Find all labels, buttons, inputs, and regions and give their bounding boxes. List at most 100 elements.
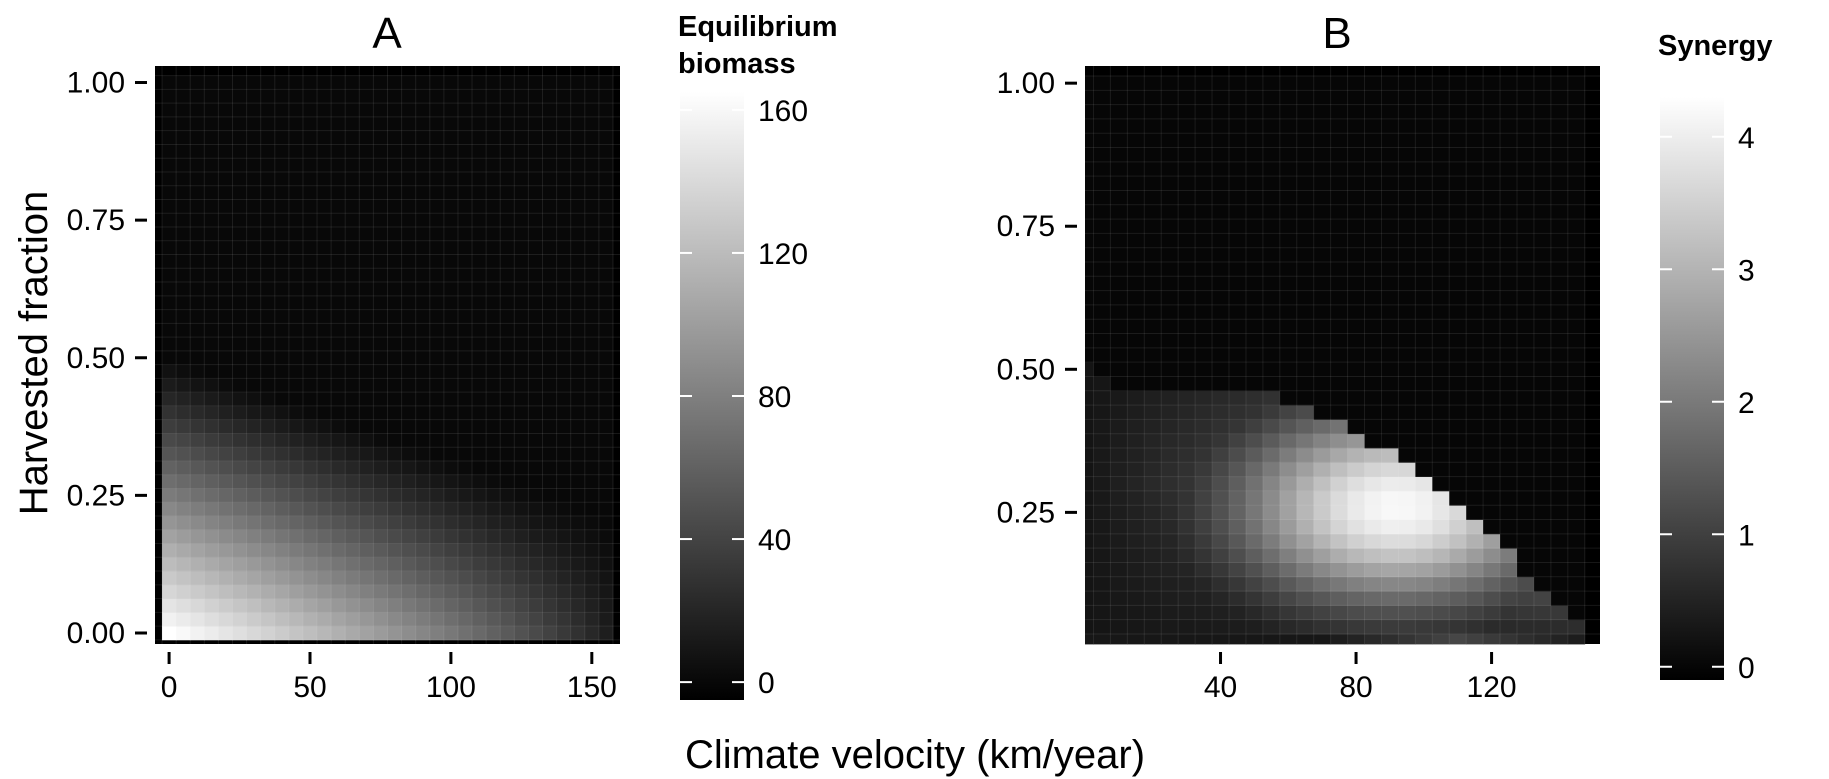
panel-b-cell bbox=[1516, 333, 1535, 349]
panel-a-cell bbox=[570, 323, 586, 338]
panel-a-cell bbox=[570, 103, 586, 118]
panel-a-cell bbox=[302, 199, 318, 214]
panel-b-cell bbox=[1398, 476, 1416, 492]
panel-a-cell bbox=[246, 75, 262, 90]
panel-a-cell bbox=[345, 350, 360, 366]
panel-b-cell bbox=[1212, 490, 1230, 506]
panel-a-cell bbox=[302, 282, 318, 297]
panel-a-cell bbox=[232, 171, 247, 187]
panel-b-cell bbox=[1313, 476, 1332, 492]
panel-a-cell bbox=[500, 392, 515, 407]
panel-b-cell bbox=[1550, 76, 1569, 91]
panel-b-cell bbox=[1178, 519, 1196, 535]
panel-a-cell bbox=[443, 516, 459, 531]
panel-a-cell bbox=[457, 199, 473, 214]
panel-a-cell bbox=[204, 337, 219, 352]
panel-b-cell bbox=[1415, 233, 1433, 249]
panel-a-cell bbox=[359, 557, 374, 572]
panel-b-cell bbox=[1516, 505, 1535, 520]
panel-b-cell bbox=[1567, 490, 1586, 506]
panel-b-cell bbox=[1161, 505, 1179, 520]
panel-b-cell bbox=[1398, 490, 1416, 506]
panel-a-cell bbox=[598, 447, 614, 462]
panel-b-cell bbox=[1279, 576, 1298, 592]
panel-a-cell bbox=[302, 626, 318, 641]
panel-a-cell bbox=[302, 584, 318, 599]
panel-a-cell bbox=[331, 130, 346, 145]
panel-b-cell bbox=[1364, 462, 1382, 478]
panel-b-cell bbox=[1381, 304, 1399, 320]
panel-a-cell bbox=[472, 323, 487, 338]
panel-a-cell bbox=[528, 158, 543, 173]
panel-a-cell bbox=[345, 227, 360, 242]
panel-b-cell bbox=[1381, 433, 1399, 449]
panel-b-cell bbox=[1567, 619, 1586, 635]
panel-a-cell bbox=[246, 158, 262, 173]
panel-a-cell bbox=[302, 185, 318, 200]
panel-b-cell bbox=[1432, 304, 1450, 320]
panel-a-cell bbox=[584, 405, 600, 421]
panel-b-cell bbox=[1245, 347, 1264, 363]
panel-b-cell bbox=[1347, 147, 1365, 163]
panel-b-cell bbox=[1296, 276, 1315, 292]
panel-a-cell bbox=[556, 199, 572, 214]
panel-b-cell bbox=[1415, 519, 1433, 535]
panel-b-cell bbox=[1398, 276, 1416, 292]
panel-b-cell bbox=[1432, 147, 1450, 163]
panel-b-cell bbox=[1330, 476, 1348, 492]
panel-a-cell bbox=[331, 185, 346, 200]
panel-a-cell bbox=[359, 502, 374, 517]
panel-a-cell bbox=[260, 460, 276, 476]
panel-b-cell bbox=[1093, 133, 1111, 148]
panel-b-cell bbox=[1110, 333, 1128, 349]
panel-b-cell bbox=[1567, 176, 1586, 191]
panel-a-cell bbox=[556, 213, 572, 228]
panel-a-cell bbox=[317, 419, 332, 434]
panel-a-cell bbox=[570, 460, 586, 476]
panel-b-cell bbox=[1296, 376, 1315, 392]
panel-a-cell bbox=[472, 254, 487, 269]
panel-a-cell bbox=[232, 378, 247, 393]
panel-a-cell bbox=[457, 130, 473, 145]
panel-b-cell bbox=[1127, 219, 1145, 234]
panel-b-cell bbox=[1415, 591, 1433, 606]
panel-a-cell bbox=[429, 474, 445, 489]
panel-b-cell bbox=[1483, 462, 1501, 478]
panel-a-cell bbox=[302, 323, 318, 338]
panel-a-cell bbox=[218, 75, 233, 90]
panel-a-cell bbox=[204, 213, 219, 228]
panel-b-cell bbox=[1245, 462, 1264, 478]
panel-b-cell bbox=[1110, 247, 1128, 263]
panel-b-cell bbox=[1279, 362, 1298, 377]
panel-b-cell bbox=[1449, 176, 1467, 191]
panel-a-cell bbox=[274, 144, 290, 159]
panel-a-cell bbox=[260, 502, 276, 517]
panel-b-cell bbox=[1483, 204, 1501, 220]
panel-a-cell bbox=[472, 584, 487, 599]
panel-b-cell bbox=[1262, 262, 1281, 277]
panel-a-cell bbox=[331, 433, 346, 448]
panel-a-cell bbox=[486, 213, 501, 228]
panel-b-cell bbox=[1296, 476, 1315, 492]
panel-b-cell bbox=[1550, 176, 1569, 191]
panel-a-cell bbox=[345, 419, 360, 434]
panel-a-cell bbox=[584, 419, 600, 434]
panel-a-cell bbox=[246, 116, 262, 132]
panel-b-cell bbox=[1161, 204, 1179, 220]
panel-b-cell bbox=[1245, 90, 1264, 106]
panel-b-cell bbox=[1483, 319, 1501, 334]
panel-a-cell bbox=[472, 405, 487, 421]
panel-b-cell bbox=[1415, 433, 1433, 449]
panel-a-cell bbox=[570, 185, 586, 200]
panel-a-cell bbox=[429, 240, 445, 255]
panel-a-cell bbox=[218, 130, 233, 145]
panel-a-cell bbox=[387, 626, 402, 641]
panel-a-cell bbox=[486, 350, 501, 366]
panel-a-cell bbox=[190, 240, 205, 255]
panel-a-cell bbox=[359, 116, 374, 132]
panel-b-cell bbox=[1161, 290, 1179, 306]
panel-b-cell bbox=[1398, 290, 1416, 306]
panel-a-cell bbox=[274, 460, 290, 476]
panel-b-cell bbox=[1279, 376, 1298, 392]
panel-a-cell bbox=[542, 185, 557, 200]
